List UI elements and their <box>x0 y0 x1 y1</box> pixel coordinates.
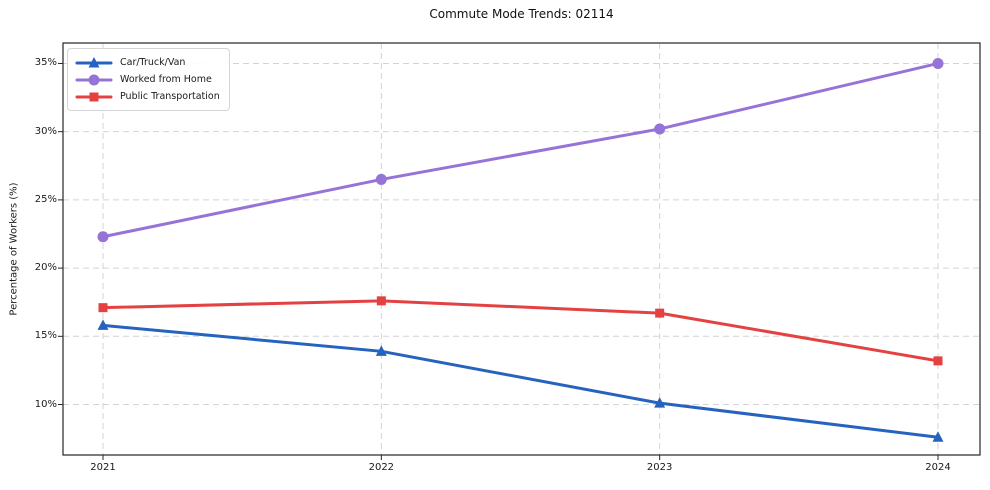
worked-from-home-marker-circle <box>97 231 109 243</box>
plot-border <box>62 42 981 456</box>
series-line-public-transportation <box>101 299 940 363</box>
car-truck-van-marker-triangle <box>97 319 109 330</box>
y-tick-label: 25% <box>34 193 57 205</box>
car-truck-van-marker-triangle <box>654 397 666 408</box>
x-tick-label: 2023 <box>646 462 673 473</box>
legend-item-worked-from-home: Worked from Home <box>74 71 220 88</box>
legend-worked-from-home-marker-circle <box>88 74 100 85</box>
series-line-car-truck-van <box>101 323 940 439</box>
legend-public-transportation-marker-square <box>89 92 99 101</box>
y-tick-label: 30% <box>34 125 57 137</box>
x-tick-label: 2022 <box>368 462 395 473</box>
x-tick-label: 2024 <box>925 462 951 473</box>
chart-title: Commute Mode Trends: 02114 <box>429 7 614 21</box>
legend-item-car-truck-van: Car/Truck/Van <box>74 54 220 71</box>
y-tick-label: 15% <box>34 330 57 342</box>
legend-swatch-public-transportation <box>75 92 113 101</box>
worked-from-home-marker-circle <box>932 57 944 69</box>
legend-swatch-worked-from-home <box>75 74 113 85</box>
legend-item-public-transportation: Public Transportation <box>74 88 220 105</box>
worked-from-home-marker-circle <box>654 123 666 135</box>
public-transportation-marker-square <box>655 308 665 318</box>
legend-label-worked-from-home: Worked from Home <box>120 74 212 85</box>
car-truck-van-marker-triangle <box>932 431 944 442</box>
legend-swatch-car-truck-van <box>75 56 113 67</box>
public-transportation-marker-square <box>376 296 386 306</box>
car-truck-van-marker-triangle <box>375 345 387 356</box>
y-tick-label: 10% <box>34 398 57 410</box>
worked-from-home-marker-circle <box>375 173 387 185</box>
legend-car-truck-van-marker-triangle <box>88 56 100 67</box>
public-transportation-marker-square <box>933 356 943 366</box>
legend: Car/Truck/Van Worked from Home Public Tran… <box>67 48 230 111</box>
x-tick-label: 2021 <box>90 462 116 473</box>
public-transportation-marker-square <box>98 303 108 313</box>
series-line-worked-from-home <box>101 61 940 239</box>
legend-label-public-transportation: Public Transportation <box>120 91 220 102</box>
y-tick-label: 35% <box>34 57 57 69</box>
y-tick-label: 20% <box>34 262 57 274</box>
legend-label-car-truck-van: Car/Truck/Van <box>120 57 186 68</box>
